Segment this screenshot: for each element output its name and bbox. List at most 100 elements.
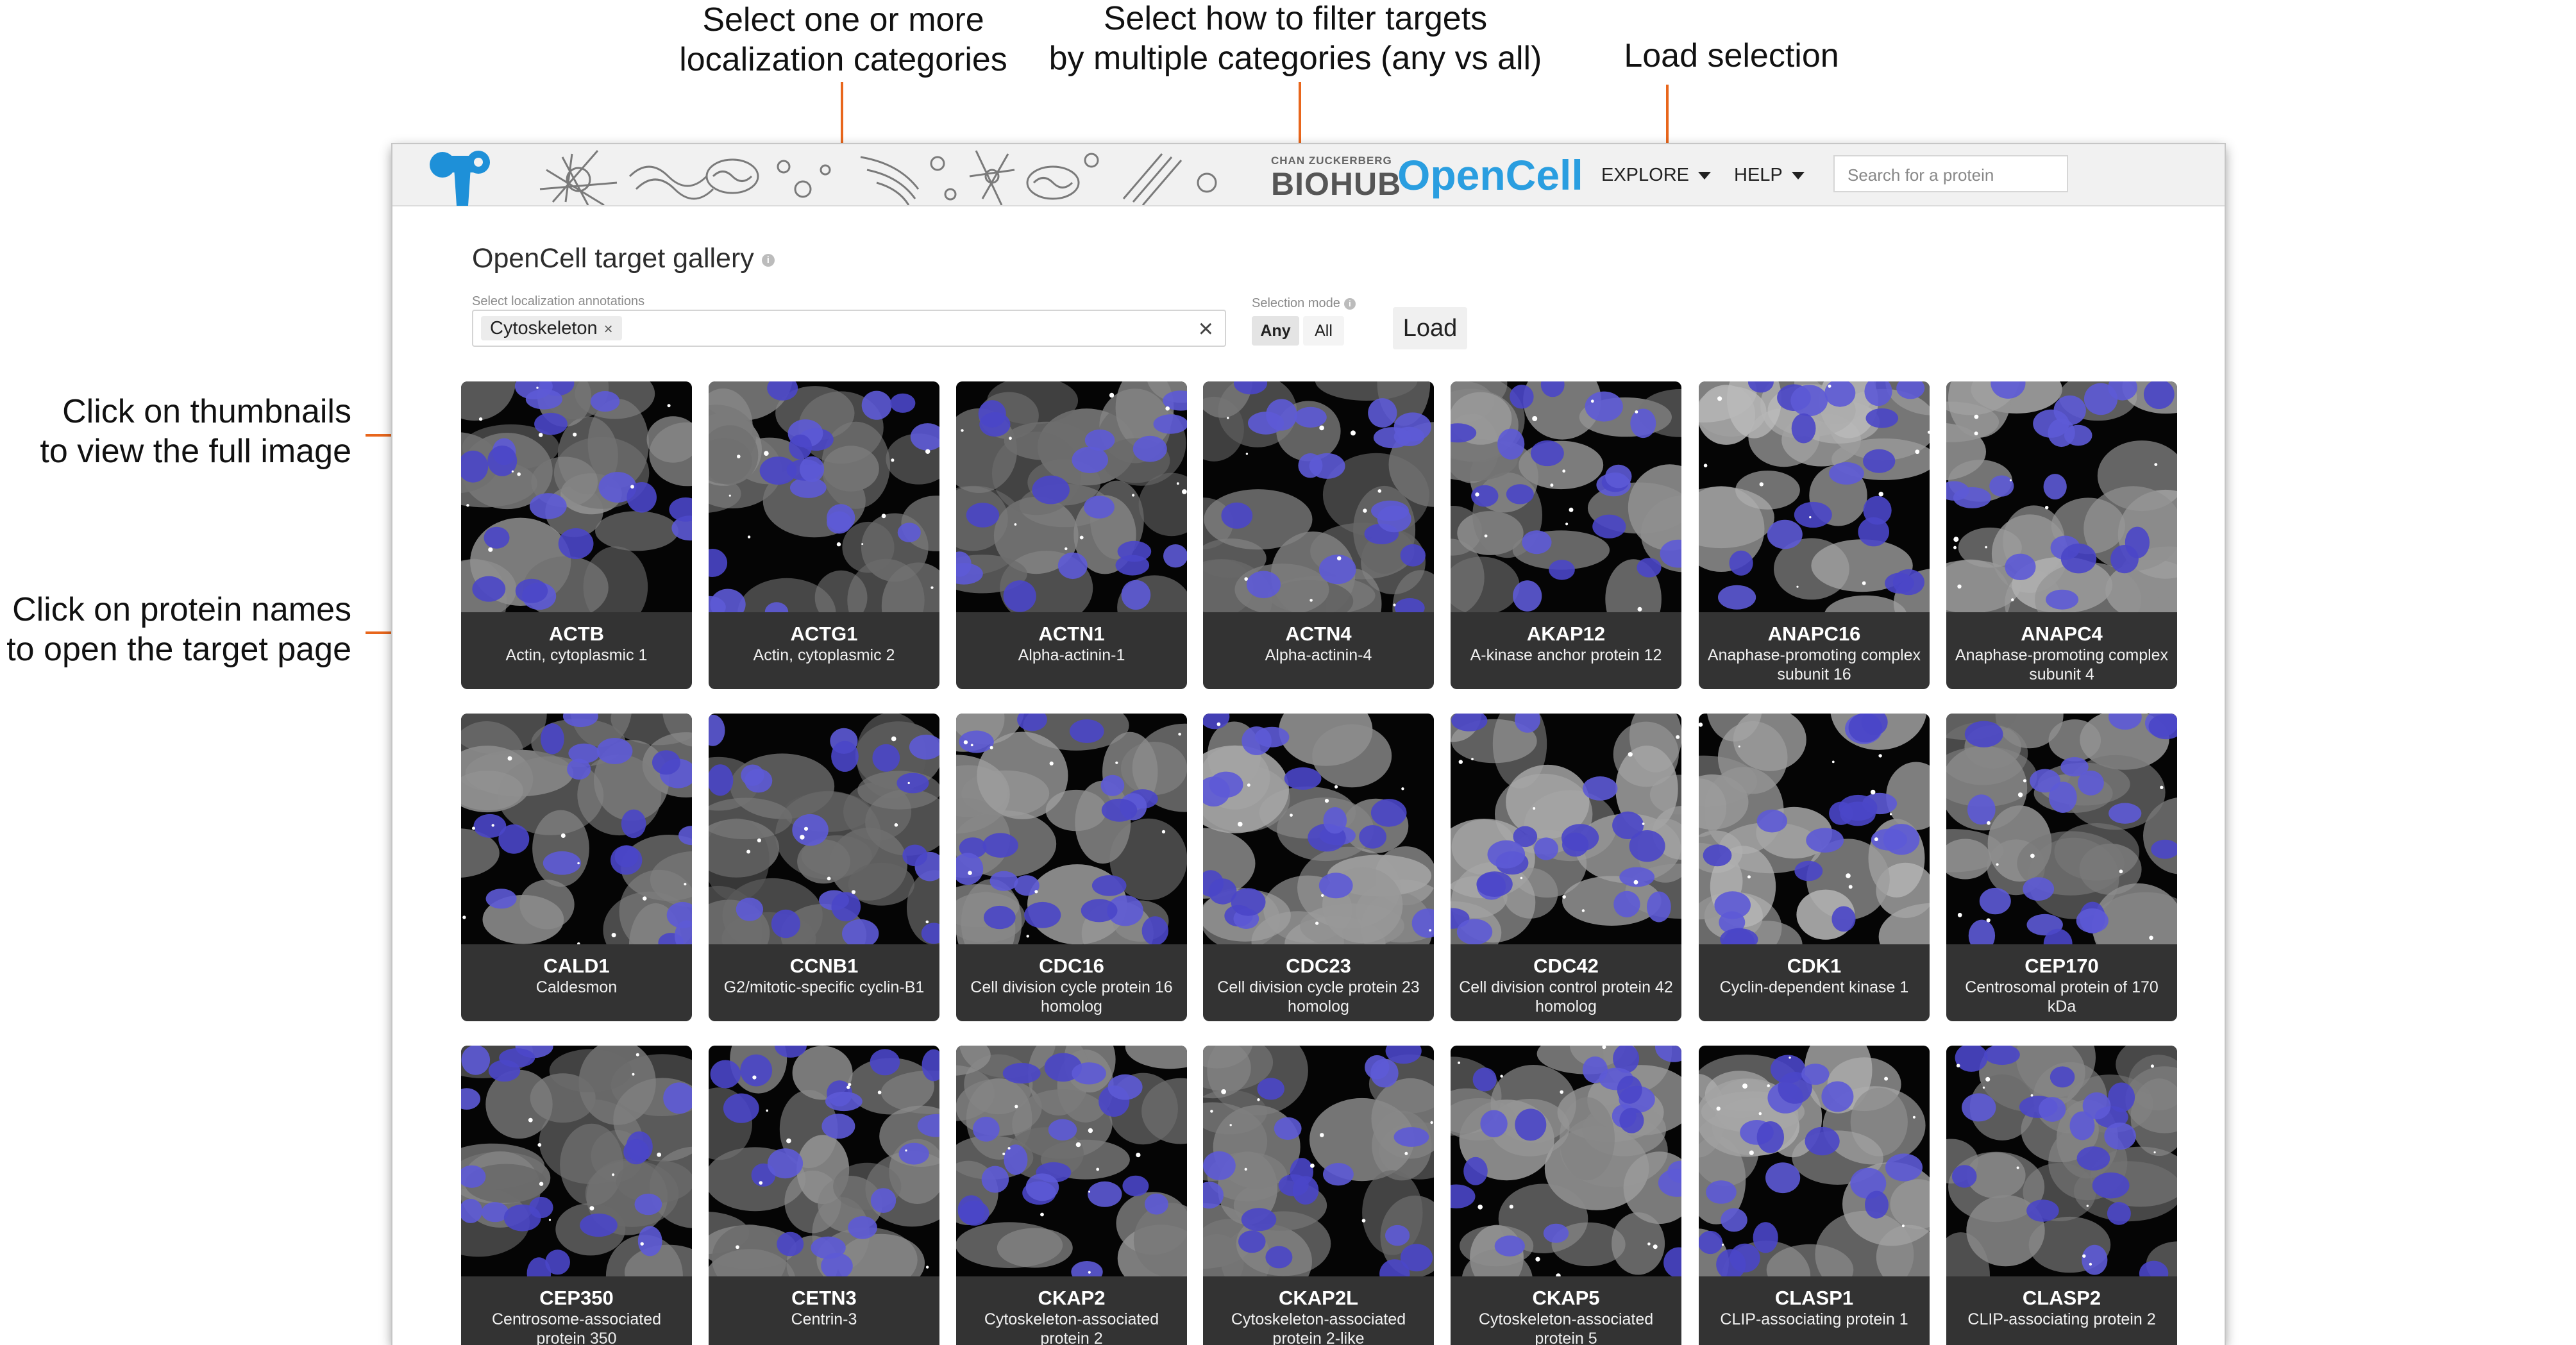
target-card[interactable]: CEP350 Centrosome-associated protein 350 [461, 1046, 692, 1345]
target-caption[interactable]: CEP350 Centrosome-associated protein 350 [461, 1276, 692, 1345]
target-thumbnail[interactable] [1203, 714, 1434, 944]
target-thumbnail[interactable] [1451, 714, 1681, 944]
target-caption[interactable]: CLASP2 CLIP-associating protein 2 [1946, 1276, 2177, 1345]
protein-name-link[interactable]: CLASP1 [1774, 1287, 1854, 1309]
target-caption[interactable]: CDC23 Cell division cycle protein 23 homo… [1203, 944, 1434, 1021]
target-thumbnail[interactable] [1699, 1046, 1930, 1276]
target-thumbnail[interactable] [709, 1046, 939, 1276]
selected-chip[interactable]: Cytoskeleton × [481, 316, 622, 340]
target-thumbnail[interactable] [1451, 1046, 1681, 1276]
protein-name-link[interactable]: CDC23 [1286, 955, 1351, 977]
opencell-logo-icon[interactable] [426, 148, 496, 206]
target-thumbnail[interactable] [1946, 381, 2177, 612]
protein-name-link[interactable]: ACTN1 [1038, 622, 1105, 645]
target-caption[interactable]: CLASP1 CLIP-associating protein 1 [1699, 1276, 1930, 1345]
target-thumbnail[interactable] [956, 1046, 1187, 1276]
target-card[interactable]: CDC16 Cell division cycle protein 16 homo… [956, 714, 1187, 1021]
target-caption[interactable]: ACTN4 Alpha-actinin-4 [1203, 612, 1434, 689]
target-thumbnail[interactable] [1946, 714, 2177, 944]
protein-name-link[interactable]: ANAPC4 [2021, 622, 2103, 645]
target-card[interactable]: CDK1 Cyclin-dependent kinase 1 [1699, 714, 1930, 1021]
protein-name-link[interactable]: CDK1 [1787, 955, 1842, 977]
protein-name-link[interactable]: CCNB1 [789, 955, 859, 977]
target-card[interactable]: ACTN1 Alpha-actinin-1 [956, 381, 1187, 689]
protein-name-link[interactable]: AKAP12 [1526, 622, 1606, 645]
explore-menu[interactable]: EXPLORE [1601, 164, 1711, 186]
target-card[interactable]: CKAP5 Cytoskeleton-associated protein 5 [1451, 1046, 1681, 1345]
target-caption[interactable]: CKAP2 Cytoskeleton-associated protein 2 [956, 1276, 1187, 1345]
app-name[interactable]: OpenCell [1397, 151, 1583, 199]
target-card[interactable]: ACTB Actin, cytoplasmic 1 [461, 381, 692, 689]
target-card[interactable]: CDC23 Cell division cycle protein 23 homo… [1203, 714, 1434, 1021]
target-card[interactable]: CLASP1 CLIP-associating protein 1 [1699, 1046, 1930, 1345]
target-caption[interactable]: CKAP2L Cytoskeleton-associated protein 2-… [1203, 1276, 1434, 1345]
protein-name-link[interactable]: CETN3 [791, 1287, 857, 1309]
protein-name-link[interactable]: ACTB [548, 622, 605, 645]
target-thumbnail[interactable] [956, 714, 1187, 944]
target-thumbnail[interactable] [1699, 714, 1930, 944]
info-icon[interactable]: i [761, 253, 775, 267]
protein-name-link[interactable]: CKAP5 [1532, 1287, 1600, 1309]
protein-name-link[interactable]: CDC16 [1039, 955, 1104, 977]
target-card[interactable]: ACTN4 Alpha-actinin-4 [1203, 381, 1434, 689]
protein-name-link[interactable]: CDC42 [1533, 955, 1599, 977]
target-thumbnail[interactable] [461, 1046, 692, 1276]
target-card[interactable]: AKAP12 A-kinase anchor protein 12 [1451, 381, 1681, 689]
target-card[interactable]: CCNB1 G2/mitotic-specific cyclin-B1 [709, 714, 939, 1021]
protein-name-link[interactable]: CALD1 [543, 955, 610, 977]
localization-select[interactable]: Cytoskeleton × × [472, 310, 1226, 347]
protein-name-link[interactable]: ACTN4 [1285, 622, 1352, 645]
clear-selection-icon[interactable]: × [1198, 315, 1213, 343]
target-caption[interactable]: ACTB Actin, cytoplasmic 1 [461, 612, 692, 689]
target-caption[interactable]: ANAPC4 Anaphase-promoting complex subunit… [1946, 612, 2177, 689]
target-thumbnail[interactable] [1699, 381, 1930, 612]
target-caption[interactable]: CDC16 Cell division cycle protein 16 homo… [956, 944, 1187, 1021]
target-caption[interactable]: CDC42 Cell division control protein 42 ho… [1451, 944, 1681, 1021]
target-card[interactable]: CKAP2L Cytoskeleton-associated protein 2-… [1203, 1046, 1434, 1345]
help-menu[interactable]: HELP [1734, 164, 1805, 186]
target-caption[interactable]: CCNB1 G2/mitotic-specific cyclin-B1 [709, 944, 939, 1021]
protein-search-input[interactable]: Search for a protein [1833, 155, 2068, 192]
chip-remove-icon[interactable]: × [603, 321, 613, 338]
protein-name-link[interactable]: CKAP2 [1038, 1287, 1106, 1309]
target-caption[interactable]: ACTG1 Actin, cytoplasmic 2 [709, 612, 939, 689]
target-caption[interactable]: CEP170 Centrosomal protein of 170 kDa [1946, 944, 2177, 1021]
target-thumbnail[interactable] [1203, 1046, 1434, 1276]
biohub-wordmark[interactable]: CHAN ZUCKERBERG BIOHUB [1271, 155, 1401, 201]
target-caption[interactable]: ACTN1 Alpha-actinin-1 [956, 612, 1187, 689]
target-card[interactable]: CEP170 Centrosomal protein of 170 kDa [1946, 714, 2177, 1021]
target-thumbnail[interactable] [1946, 1046, 2177, 1276]
protein-name-link[interactable]: CEP170 [2025, 955, 2099, 977]
target-card[interactable]: ACTG1 Actin, cytoplasmic 2 [709, 381, 939, 689]
target-card[interactable]: CALD1 Caldesmon [461, 714, 692, 1021]
info-icon[interactable]: i [1343, 297, 1356, 310]
protein-description: Cell division cycle protein 16 homolog [970, 978, 1173, 1015]
target-card[interactable]: CDC42 Cell division control protein 42 ho… [1451, 714, 1681, 1021]
target-caption[interactable]: AKAP12 A-kinase anchor protein 12 [1451, 612, 1681, 689]
load-button[interactable]: Load [1393, 307, 1467, 349]
target-thumbnail[interactable] [956, 381, 1187, 612]
target-thumbnail[interactable] [1451, 381, 1681, 612]
protein-name-link[interactable]: CLASP2 [2022, 1287, 2101, 1309]
target-caption[interactable]: CKAP5 Cytoskeleton-associated protein 5 [1451, 1276, 1681, 1345]
target-caption[interactable]: ANAPC16 Anaphase-promoting complex subuni… [1699, 612, 1930, 689]
protein-name-link[interactable]: CKAP2L [1278, 1287, 1358, 1309]
target-thumbnail[interactable] [709, 714, 939, 944]
target-card[interactable]: ANAPC16 Anaphase-promoting complex subuni… [1699, 381, 1930, 689]
target-thumbnail[interactable] [461, 714, 692, 944]
protein-name-link[interactable]: ACTG1 [790, 622, 858, 645]
target-thumbnail[interactable] [461, 381, 692, 612]
target-caption[interactable]: CDK1 Cyclin-dependent kinase 1 [1699, 944, 1930, 1021]
mode-all-button[interactable]: All [1303, 316, 1344, 346]
target-caption[interactable]: CALD1 Caldesmon [461, 944, 692, 1021]
target-card[interactable]: CLASP2 CLIP-associating protein 2 [1946, 1046, 2177, 1345]
protein-name-link[interactable]: ANAPC16 [1767, 622, 1861, 645]
target-thumbnail[interactable] [1203, 381, 1434, 612]
protein-name-link[interactable]: CEP350 [539, 1287, 614, 1309]
target-card[interactable]: CETN3 Centrin-3 [709, 1046, 939, 1345]
target-card[interactable]: CKAP2 Cytoskeleton-associated protein 2 [956, 1046, 1187, 1345]
mode-any-button[interactable]: Any [1252, 316, 1299, 346]
target-card[interactable]: ANAPC4 Anaphase-promoting complex subunit… [1946, 381, 2177, 689]
target-thumbnail[interactable] [709, 381, 939, 612]
target-caption[interactable]: CETN3 Centrin-3 [709, 1276, 939, 1345]
